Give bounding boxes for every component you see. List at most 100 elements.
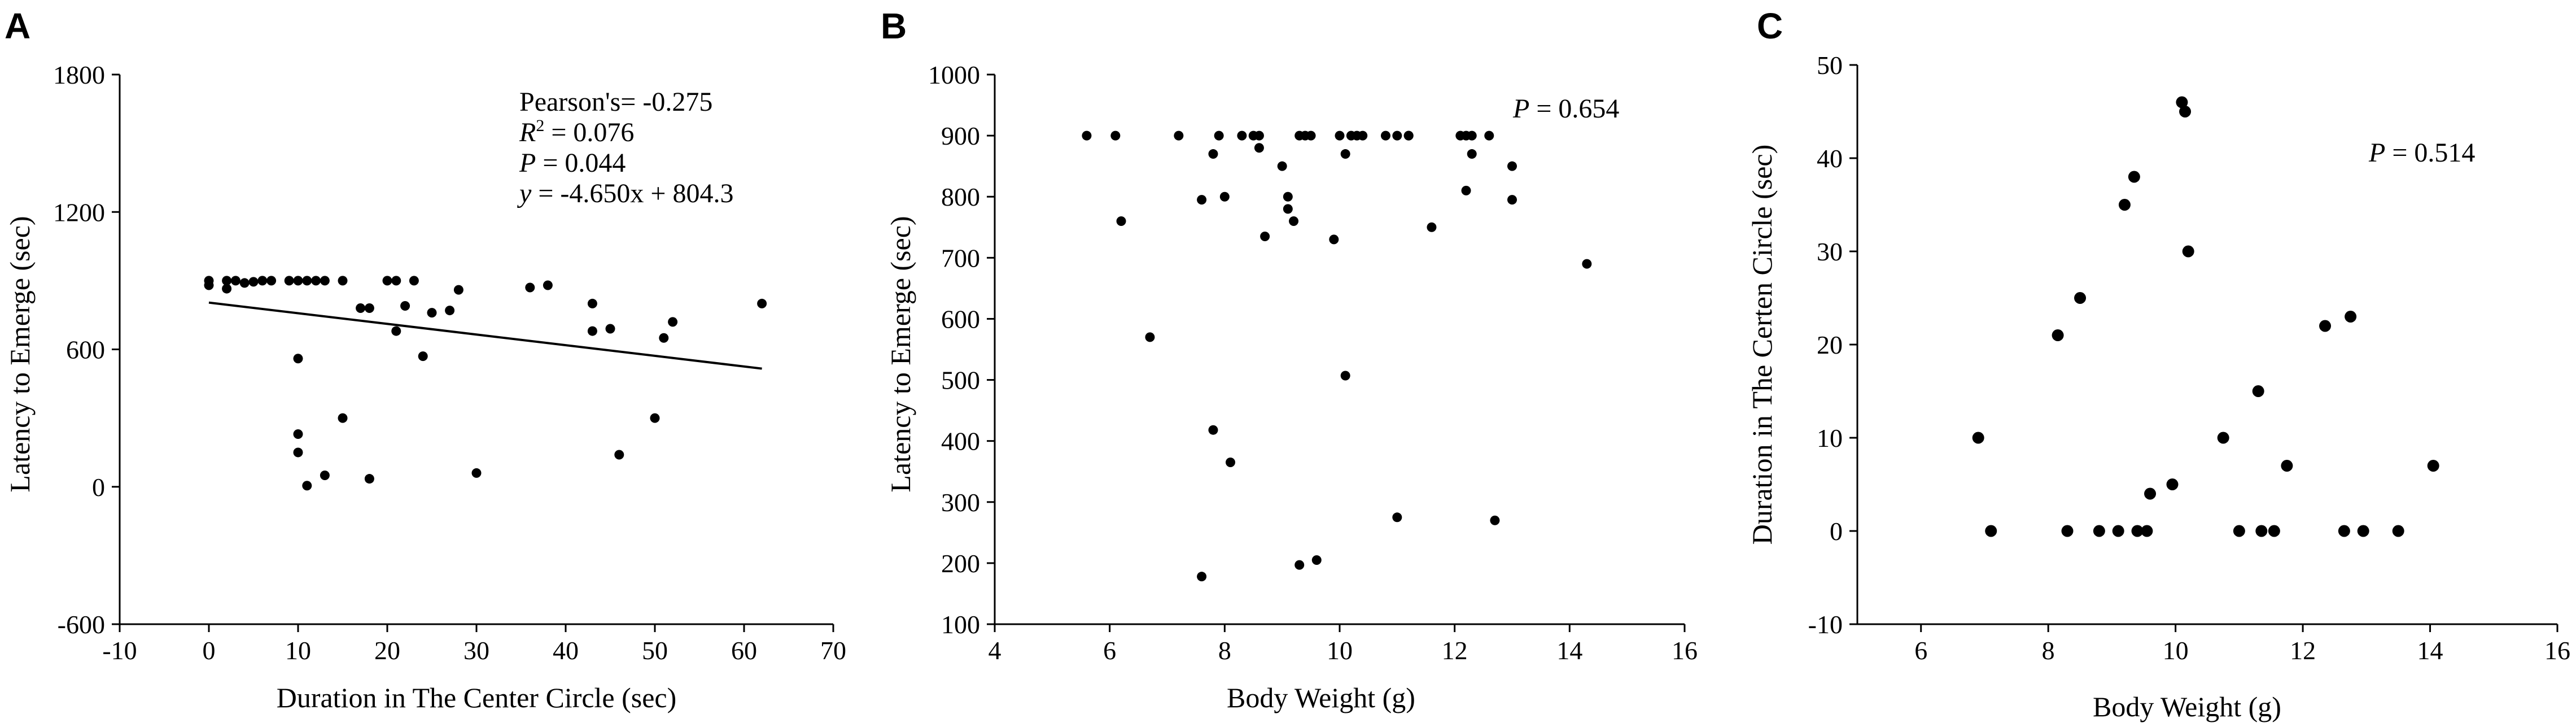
data-point-b bbox=[1340, 149, 1350, 159]
y-tick-label-b: 200 bbox=[941, 549, 980, 578]
data-point-b bbox=[1467, 149, 1477, 159]
data-point-b bbox=[1283, 204, 1293, 214]
data-point-b bbox=[1582, 259, 1592, 269]
data-point-b bbox=[1484, 130, 1494, 141]
data-point-b bbox=[1380, 130, 1390, 141]
data-point-c bbox=[2061, 525, 2074, 537]
data-point-b bbox=[1467, 130, 1477, 141]
data-point-b bbox=[1174, 130, 1184, 141]
data-point-c bbox=[1985, 525, 1997, 537]
data-point-a bbox=[302, 481, 312, 491]
data-point-b bbox=[1392, 512, 1402, 523]
data-point-a bbox=[587, 326, 597, 336]
x-axis-label-a: Duration in The Center Circle (sec) bbox=[277, 682, 677, 713]
data-point-c bbox=[2392, 525, 2404, 537]
p-annotation-a: P = 0.044 bbox=[519, 148, 626, 178]
x-tick-label-a: 40 bbox=[553, 636, 579, 665]
data-point-c bbox=[2112, 525, 2124, 537]
data-point-a bbox=[427, 308, 437, 318]
data-point-a bbox=[382, 276, 392, 286]
data-point-a bbox=[222, 284, 232, 294]
p-value-c: = 0.514 bbox=[2385, 138, 2475, 168]
p-annotation-b: P = 0.654 bbox=[1512, 94, 1619, 124]
y-axis-label-b: Latency to Emerge (sec) bbox=[885, 216, 916, 492]
data-point-a bbox=[418, 351, 428, 362]
panel-a: A -10 0 10 20 30 40 50 60 70 -600 0 600 1200 1800 Dur… bbox=[4, 6, 846, 713]
y-axis-label-a: Latency to Emerge (sec) bbox=[4, 216, 36, 492]
data-point-a bbox=[445, 306, 455, 316]
x-tick-label-a: 30 bbox=[463, 636, 489, 665]
data-point-b bbox=[1226, 458, 1236, 468]
data-point-c bbox=[2131, 525, 2144, 537]
y-tick-label-c: 0 bbox=[1830, 517, 1843, 546]
equation-annotation-a: y = -4.650x + 804.3 bbox=[517, 179, 733, 208]
data-point-c bbox=[1972, 432, 1984, 444]
data-point-a bbox=[391, 326, 401, 336]
r2-value: = 0.076 bbox=[544, 117, 634, 147]
panel-letter-b: B bbox=[881, 6, 907, 46]
data-point-a bbox=[266, 276, 277, 286]
y-axis-label-c: Duration in The Certen Circle (sec) bbox=[1746, 145, 1778, 545]
p-label-c: P bbox=[2368, 138, 2385, 168]
x-tick-label-c: 8 bbox=[2042, 636, 2055, 665]
annotation-a: Pearson's= -0.275 R2 = 0.076 P = 0.044 y… bbox=[517, 87, 733, 208]
x-tick-label-b: 10 bbox=[1327, 636, 1353, 665]
data-point-c bbox=[2268, 525, 2280, 537]
data-point-b bbox=[1335, 130, 1345, 141]
data-point-c bbox=[2074, 292, 2087, 304]
data-point-a bbox=[659, 333, 669, 343]
data-point-b bbox=[1329, 234, 1339, 245]
y-tick-label-c: 50 bbox=[1817, 51, 1843, 80]
y-tick-label-a: 600 bbox=[66, 336, 105, 364]
data-point-c bbox=[2179, 106, 2192, 117]
x-tick-label-b: 6 bbox=[1103, 636, 1116, 665]
data-point-a bbox=[320, 470, 330, 480]
data-point-b bbox=[1254, 130, 1264, 141]
data-point-b bbox=[1306, 130, 1316, 141]
data-point-a bbox=[356, 303, 366, 314]
data-point-c bbox=[2252, 385, 2264, 397]
x-tick-label-a: 50 bbox=[642, 636, 668, 665]
panel-b: B 4 6 8 10 12 14 16 100 200 300 400 500 600 700 800 900… bbox=[881, 6, 1698, 713]
data-point-b bbox=[1214, 130, 1224, 141]
data-point-c bbox=[2182, 245, 2194, 258]
data-point-a bbox=[204, 280, 214, 290]
y-tick-label-a: 1800 bbox=[53, 60, 105, 89]
data-point-a bbox=[338, 276, 348, 286]
data-point-b bbox=[1507, 161, 1517, 171]
x-tick-label-a: 20 bbox=[374, 636, 400, 665]
data-point-a bbox=[614, 450, 624, 460]
x-axis-label-b: Body Weight (g) bbox=[1227, 682, 1415, 713]
x-tick-label-c: 10 bbox=[2163, 636, 2189, 665]
p-label-b: P bbox=[1512, 94, 1529, 124]
data-point-b bbox=[1403, 130, 1414, 141]
y-tick-label-b: 600 bbox=[941, 304, 980, 333]
data-point-b bbox=[1340, 371, 1350, 381]
data-point-a bbox=[293, 447, 303, 458]
data-point-a bbox=[230, 276, 240, 286]
x-tick-label-c: 6 bbox=[1914, 636, 1927, 665]
data-point-b bbox=[1289, 216, 1299, 226]
data-point-c bbox=[2255, 525, 2268, 537]
data-point-a bbox=[543, 280, 553, 290]
data-point-b bbox=[1311, 555, 1322, 565]
p-label-a: P bbox=[519, 148, 536, 178]
data-point-a bbox=[391, 276, 401, 286]
x-tick-label-b: 12 bbox=[1442, 636, 1468, 665]
y-tick-label-b: 700 bbox=[941, 243, 980, 272]
data-point-a bbox=[364, 303, 374, 314]
y-tick-label-b: 1000 bbox=[928, 60, 980, 89]
plot-c: 6 8 10 12 14 16 -10 0 10 20 30 40 50 bbox=[1808, 51, 2570, 665]
data-point-b bbox=[1197, 572, 1207, 582]
y-tick-label-c: 10 bbox=[1817, 424, 1843, 452]
data-point-b bbox=[1461, 185, 1471, 195]
data-point-a bbox=[293, 354, 303, 364]
data-point-c bbox=[2176, 96, 2188, 108]
data-point-b bbox=[1237, 130, 1247, 141]
y-tick-label-a: 1200 bbox=[53, 198, 105, 227]
data-point-a bbox=[338, 413, 348, 423]
data-point-b bbox=[1283, 191, 1293, 202]
data-point-b bbox=[1507, 195, 1517, 205]
y-tick-label-c: -10 bbox=[1808, 610, 1843, 639]
